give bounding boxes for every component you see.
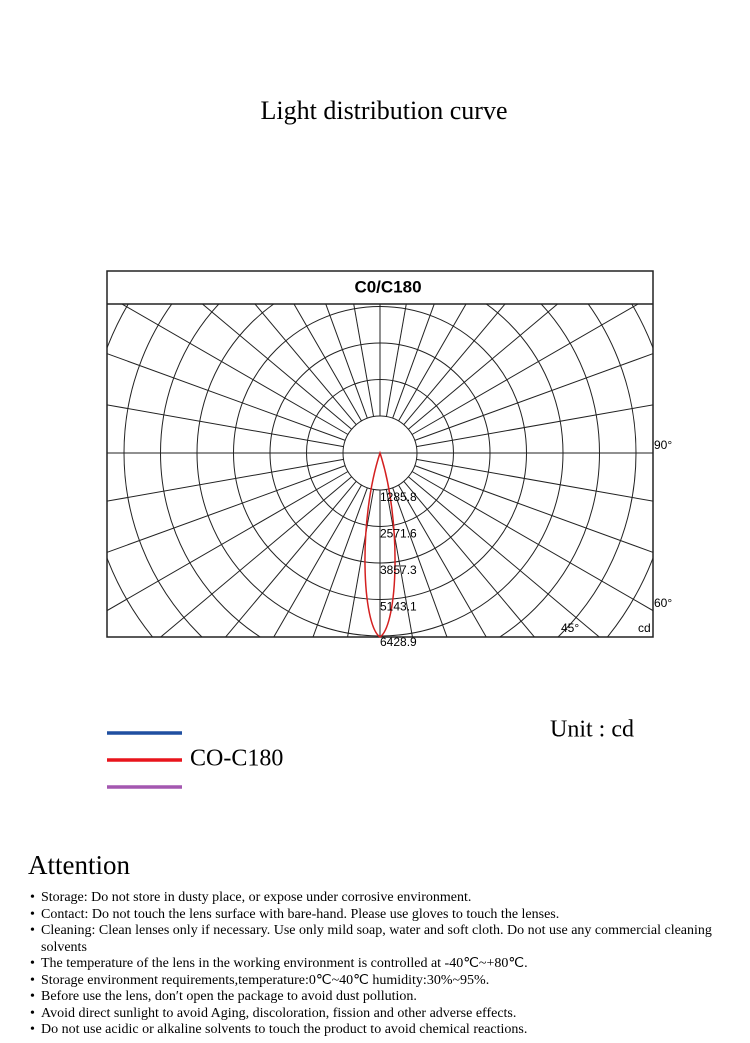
grid-spoke (416, 458, 653, 502)
ring-label: 2571.6 (380, 527, 417, 541)
ring-label: 6428.9 (380, 635, 417, 649)
legend-label: CO-C180 (190, 746, 283, 772)
attention-title: Attention (28, 850, 130, 880)
attention-item: The temperature of the lens in the worki… (28, 956, 728, 973)
grid-spoke (120, 304, 349, 435)
ring-label: 1285.8 (380, 490, 417, 504)
unit-note: Unit : cd (550, 717, 634, 743)
grid-spoke (385, 489, 413, 637)
grid-spoke (403, 304, 506, 425)
grid-spoke (385, 304, 407, 417)
grid-spoke (392, 304, 435, 419)
grid-spoke (414, 465, 653, 553)
grid-spoke (392, 487, 448, 637)
angle-label: 90° (654, 438, 672, 452)
diagram-title: C0/C180 (354, 277, 421, 296)
grid-spoke (416, 404, 653, 448)
angle-label: 45° (561, 621, 579, 635)
grid-spoke (107, 404, 344, 448)
grid-spoke (325, 304, 368, 419)
attention-item: Cleaning: Clean lenses only if necessary… (28, 923, 728, 956)
grid-spoke (107, 458, 344, 502)
attention-item: Do not use acidic or alkaline solvents t… (28, 1022, 728, 1039)
attention-item: Storage environment requirements,tempera… (28, 973, 728, 990)
grid-spoke (353, 304, 375, 417)
grid-spoke (107, 353, 346, 441)
attention-item: Storage: Do not store in dusty place, or… (28, 890, 728, 907)
grid-spoke (107, 471, 349, 612)
ring-label: 5143.1 (380, 600, 417, 614)
grid-spoke (411, 304, 640, 435)
grid-spoke (201, 304, 352, 430)
attention-item: Before use the lens, don′t open the pack… (28, 989, 728, 1006)
grid-spoke (107, 465, 346, 553)
polar-grid (107, 304, 653, 637)
grid-spoke (414, 353, 653, 441)
grid-spoke (273, 484, 362, 637)
grid-spoke (293, 304, 362, 422)
angle-label: 60° (654, 596, 672, 610)
grid-spoke (411, 471, 653, 612)
grid-spoke (159, 476, 352, 637)
grid-spoke (312, 487, 368, 637)
diagram: C0/C180 1285.8 2571.6 3857.3 5143.1 6428.9 9… (106, 270, 672, 789)
grid-spoke (408, 304, 559, 430)
ring-label: 3857.3 (380, 563, 417, 577)
grid-spoke (403, 481, 536, 637)
distribution-curve (364, 450, 396, 638)
grid-spoke (224, 481, 357, 637)
ring-labels: 1285.8 2571.6 3857.3 5143.1 6428.9 (380, 490, 417, 649)
attention-list: Storage: Do not store in dusty place, or… (28, 890, 728, 1039)
grid-spoke (254, 304, 357, 425)
grid-spoke (347, 489, 375, 637)
unit-label: cd (638, 621, 651, 635)
attention-item: Avoid direct sunlight to avoid Aging, di… (28, 1006, 728, 1023)
grid-spoke (408, 476, 601, 637)
attention-item: Contact: Do not touch the lens surface w… (28, 907, 728, 924)
grid-spoke (398, 484, 487, 637)
grid-spoke (398, 304, 467, 422)
page-title: Light distribution curve (260, 96, 508, 125)
